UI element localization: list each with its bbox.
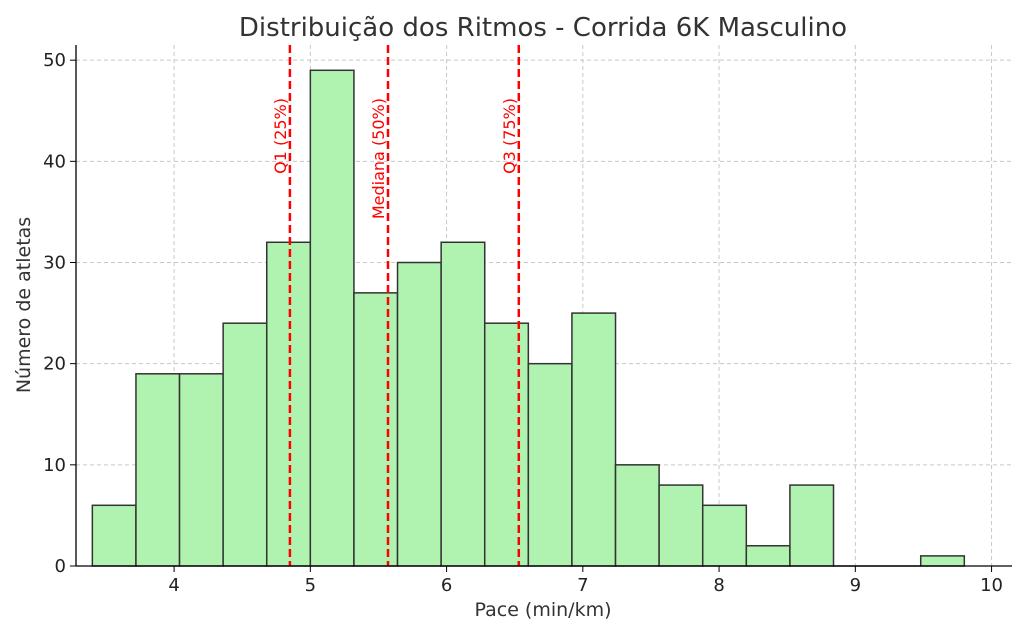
- histogram-bar: [222, 322, 268, 567]
- histogram-bar: [745, 545, 791, 567]
- quartile-lines: Q1 (25%) Mediana (50%) Q3 (75%): [271, 45, 521, 566]
- x-tick-label: 7: [577, 575, 588, 596]
- histogram-bar: [919, 555, 966, 567]
- x-ticks: 4 5 6 7 8 9 10: [168, 566, 1003, 596]
- quartile-label: Q1 (25%): [271, 98, 290, 174]
- chart-title: Distribuição dos Ritmos - Corrida 6K Mas…: [239, 13, 847, 43]
- y-axis-label: Número de atletas: [13, 217, 35, 393]
- histogram-bar: [571, 312, 617, 567]
- y-tick-label: 50: [43, 50, 66, 71]
- histogram-bar: [658, 484, 704, 567]
- x-tick-label: 9: [850, 575, 861, 596]
- histogram-bar: [614, 464, 660, 567]
- axes: [75, 45, 1012, 567]
- x-axis-label: Pace (min/km): [475, 599, 612, 621]
- histogram-bar: [353, 292, 399, 567]
- histogram-bar: [265, 241, 312, 567]
- histogram-bar: [440, 241, 486, 567]
- histogram-bar: [396, 261, 442, 567]
- histogram-bar: [701, 504, 748, 567]
- y-tick-label: 10: [43, 455, 66, 476]
- histogram-bar: [135, 373, 181, 567]
- x-tick-label: 10: [980, 575, 1003, 596]
- histogram-bars: [91, 69, 966, 567]
- y-tick-label: 20: [43, 354, 66, 375]
- quartile-label: Q3 (75%): [500, 98, 519, 174]
- x-tick-label: 8: [713, 575, 724, 596]
- y-ticks: 0 10 20 30 40 50: [43, 50, 76, 577]
- histogram-bar: [483, 322, 530, 567]
- histogram-bar: [91, 504, 137, 567]
- histogram-bar: [309, 69, 355, 567]
- histogram-bar: [527, 362, 573, 567]
- y-tick-label: 40: [43, 151, 66, 172]
- quartile-label: Mediana (50%): [369, 98, 388, 219]
- y-tick-label: 0: [55, 556, 66, 577]
- histogram-bar: [178, 373, 224, 567]
- x-tick-label: 6: [441, 575, 452, 596]
- x-tick-label: 5: [305, 575, 316, 596]
- x-tick-label: 4: [168, 575, 179, 596]
- histogram-bar: [789, 484, 835, 567]
- y-tick-label: 30: [43, 253, 66, 274]
